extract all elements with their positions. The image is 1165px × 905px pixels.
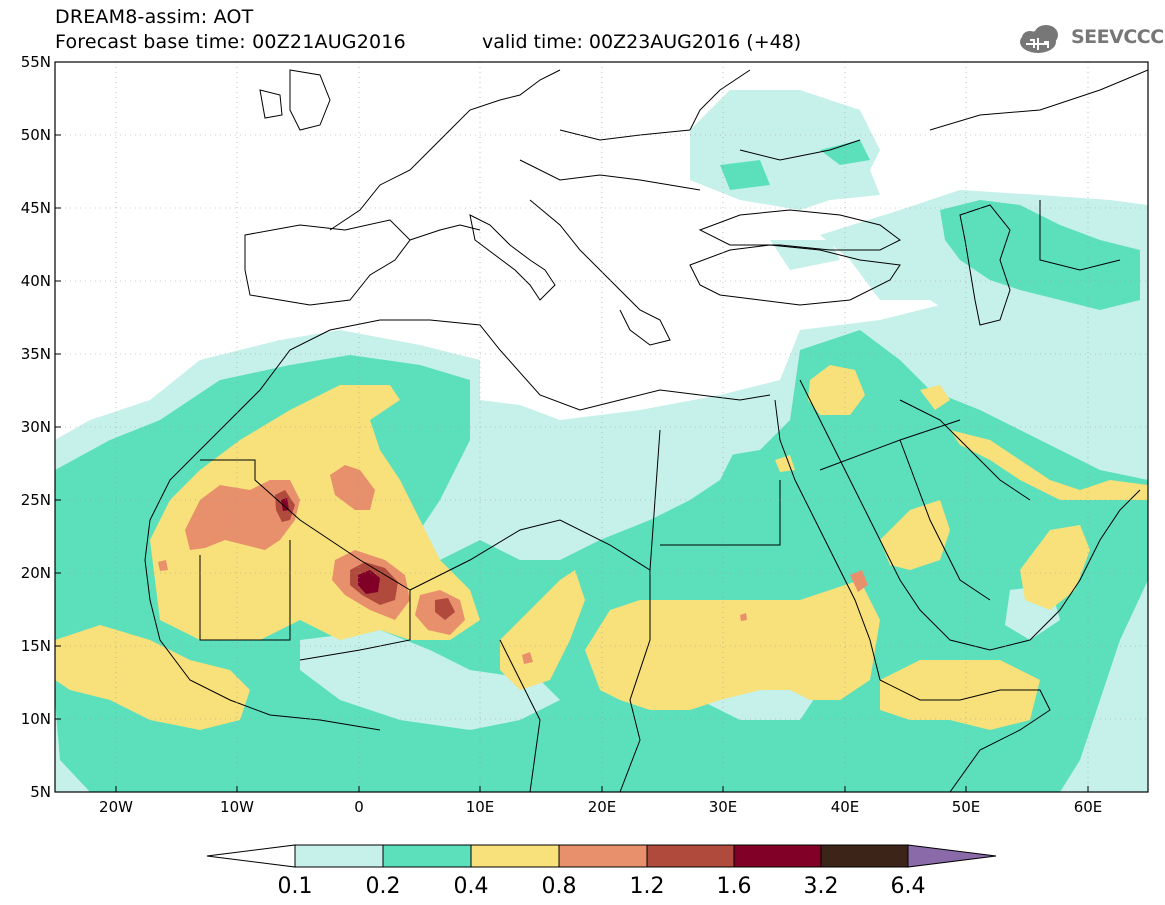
colorbar-label: 1.6 — [717, 874, 752, 899]
colorbar-label: 0.1 — [278, 874, 313, 899]
colorbar-label: 0.8 — [542, 874, 577, 899]
lat-label: 20N — [21, 564, 51, 582]
lon-label: 40E — [831, 798, 860, 816]
lon-label: 20E — [588, 798, 617, 816]
lat-label: 25N — [21, 491, 51, 509]
lon-label: 50E — [952, 798, 981, 816]
lon-label: 10W — [220, 798, 254, 816]
colorbar-segment — [646, 844, 735, 868]
lat-label: 10N — [21, 710, 51, 728]
lon-label: 10E — [466, 798, 495, 816]
colorbar-low-arrow — [206, 844, 296, 868]
lat-label: 15N — [21, 637, 51, 655]
gridlines — [55, 62, 1148, 792]
latitude-labels: 55N 50N 45N 40N 35N 30N 25N 20N 15N 10N … — [21, 53, 51, 801]
colorbar-segment — [382, 844, 472, 868]
colorbar-segment — [733, 844, 822, 868]
logo-text: SEEVCCC — [1071, 26, 1164, 48]
axis-ticks — [55, 61, 1089, 793]
lat-label: 5N — [30, 783, 51, 801]
lon-label: 20W — [99, 798, 133, 816]
seevccc-logo — [1020, 25, 1058, 53]
forecast-base-time: Forecast base time: 00Z21AUG2016 — [55, 31, 406, 53]
lon-label: 0 — [354, 798, 364, 816]
colorbar-label: 0.2 — [366, 874, 401, 899]
lon-label: 30E — [709, 798, 738, 816]
lon-label: 60E — [1074, 798, 1103, 816]
valid-time: valid time: 00Z23AUG2016 (+48) — [482, 31, 802, 53]
coastlines-borders — [144, 69, 1148, 792]
colorbar-segment — [294, 844, 384, 868]
lat-label: 35N — [21, 345, 51, 363]
lat-label: 45N — [21, 199, 51, 217]
longitude-labels: 20W 10W 0 10E 20E 30E 40E 50E 60E — [99, 798, 1102, 816]
colorbar-label: 0.4 — [454, 874, 489, 899]
colorbar-label: 3.2 — [804, 874, 839, 899]
colorbar-high-arrow — [907, 844, 997, 868]
map-title: DREAM8-assim: AOT — [55, 6, 254, 28]
colorbar-label: 6.4 — [891, 874, 926, 899]
colorbar-segment — [470, 844, 560, 868]
colorbar-label: 1.2 — [630, 874, 665, 899]
colorbar: 0.1 0.2 0.4 0.8 1.2 1.6 3.2 6.4 — [206, 844, 997, 899]
colorbar-segment — [558, 844, 648, 868]
cloud-icon — [1020, 25, 1058, 53]
aot-level-1.6 — [281, 498, 380, 594]
lat-label: 40N — [21, 272, 51, 290]
lat-label: 55N — [21, 53, 51, 71]
lat-label: 30N — [21, 418, 51, 436]
colorbar-segment — [820, 844, 909, 868]
lat-label: 50N — [21, 126, 51, 144]
